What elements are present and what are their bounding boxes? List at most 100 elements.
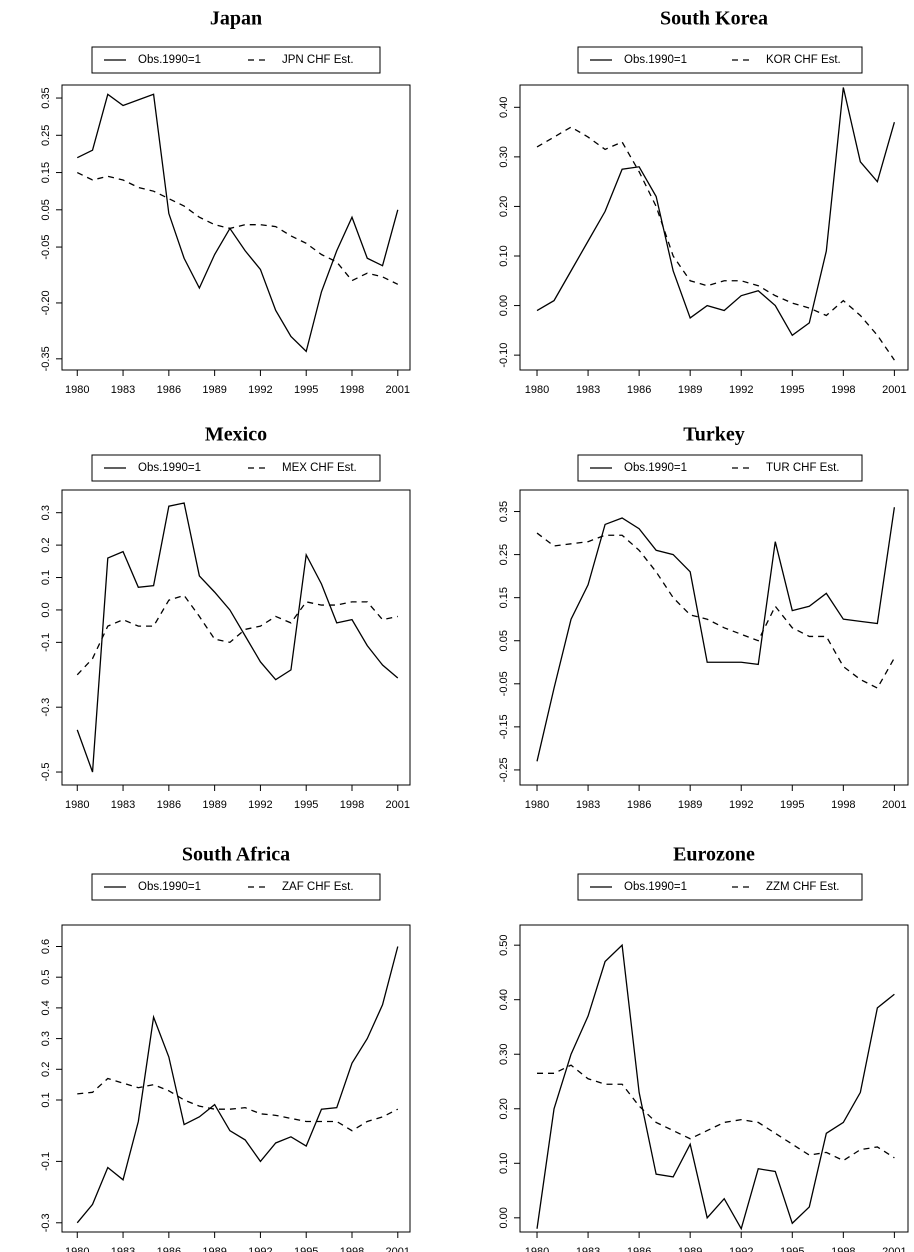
y-tick-label: 0.4 [40, 1000, 52, 1015]
y-tick-label: 0.3 [40, 505, 52, 520]
plot-frame [519, 924, 909, 1233]
y-tick-label: 0.40 [498, 97, 510, 118]
x-tick-label: 1998 [340, 799, 364, 811]
legend-label: Obs.1990=1 [138, 462, 201, 474]
x-tick-label: 1995 [294, 384, 318, 396]
y-tick-label: 0.15 [498, 587, 510, 608]
y-tick-label: -0.35 [40, 346, 52, 371]
x-tick-label: 1992 [729, 799, 753, 811]
y-tick-label: 0.35 [40, 87, 52, 108]
x-tick-label: 1992 [248, 384, 272, 396]
panel: Mexico Obs.1990=1 MEX CHF Est. -0.5 -0.3 -0.1… [40, 424, 411, 811]
x-tick-label: 1995 [780, 799, 804, 811]
y-tick-label: -0.10 [498, 343, 510, 368]
x-tick-label: 1986 [627, 1246, 651, 1252]
x-tick-label: 1992 [729, 1246, 753, 1252]
x-tick-label: 1986 [627, 384, 651, 396]
x-tick-label: 1983 [576, 799, 600, 811]
x-tick-label: 1998 [340, 384, 364, 396]
panel: Eurozone Obs.1990=1 ZZM CHF Est. 0.00 0.10 0.… [498, 844, 909, 1252]
x-tick-label: 1989 [678, 384, 702, 396]
x-tick-label: 1992 [248, 799, 272, 811]
y-tick-label: -0.1 [40, 633, 52, 652]
y-tick-label: 0.2 [40, 1062, 52, 1077]
x-tick-label: 1989 [202, 384, 226, 396]
y-tick-label: 0.40 [498, 989, 510, 1010]
x-tick-label: 1980 [525, 384, 549, 396]
y-tick-label: 0.25 [498, 544, 510, 565]
x-tick-label: 1998 [340, 1246, 364, 1252]
plot-frame [61, 489, 411, 786]
y-tick-label: -0.05 [498, 671, 510, 696]
legend-box [91, 873, 381, 901]
legend-box [91, 454, 381, 482]
x-tick-label: 1980 [65, 384, 89, 396]
x-tick-label: 1995 [294, 799, 318, 811]
y-tick-label: 0.6 [40, 939, 52, 954]
y-tick-label: 0.1 [40, 1092, 52, 1107]
legend-label: ZZM CHF Est. [766, 881, 839, 893]
y-tick-label: 0.25 [40, 125, 52, 146]
legend-label: Obs.1990=1 [624, 462, 687, 474]
x-tick-label: 1989 [678, 799, 702, 811]
x-tick-label: 1995 [294, 1246, 318, 1252]
y-tick-label: 0.05 [40, 199, 52, 220]
x-tick-label: 1980 [525, 799, 549, 811]
x-tick-label: 2001 [386, 384, 410, 396]
x-tick-label: 1995 [780, 1246, 804, 1252]
data-line [536, 532, 895, 689]
legend-box [577, 873, 863, 901]
panel-title: South Korea [660, 8, 768, 30]
y-tick-label: 0.3 [40, 1031, 52, 1046]
x-tick-label: 1989 [678, 1246, 702, 1252]
plot-frame [61, 924, 411, 1233]
data-line [76, 93, 399, 353]
x-tick-label: 2001 [386, 1246, 410, 1252]
x-tick-label: 1983 [111, 384, 135, 396]
y-tick-label: 0.30 [498, 146, 510, 167]
x-tick-label: 2001 [386, 799, 410, 811]
legend-label: Obs.1990=1 [624, 881, 687, 893]
legend-label: KOR CHF Est. [766, 54, 841, 66]
x-tick-label: 1983 [576, 384, 600, 396]
legend-label: TUR CHF Est. [766, 462, 839, 474]
panel: Turkey Obs.1990=1 TUR CHF Est. -0.25 -0.15 -0… [498, 424, 909, 811]
x-tick-label: 1986 [157, 1246, 181, 1252]
y-tick-label: 0.5 [40, 970, 52, 985]
plot-frame [519, 489, 909, 786]
data-line [536, 87, 896, 337]
y-tick-label: 0.20 [498, 1098, 510, 1119]
x-tick-label: 1998 [831, 1246, 855, 1252]
y-tick-label: -0.15 [498, 714, 510, 739]
plot-frame [61, 84, 411, 371]
x-tick-label: 1986 [157, 384, 181, 396]
y-tick-label: 0.15 [40, 162, 52, 183]
legend-label: Obs.1990=1 [138, 54, 201, 66]
x-tick-label: 1983 [111, 799, 135, 811]
x-tick-label: 1980 [525, 1246, 549, 1252]
x-tick-label: 2001 [882, 799, 906, 811]
y-tick-label: -0.25 [498, 757, 510, 782]
legend-label: MEX CHF Est. [282, 462, 357, 474]
x-tick-label: 1998 [831, 799, 855, 811]
y-tick-label: 0.30 [498, 1044, 510, 1065]
y-tick-label: -0.3 [40, 1213, 52, 1232]
y-tick-label: 0.10 [498, 1153, 510, 1174]
x-tick-label: 1989 [202, 1246, 226, 1252]
legend-box [91, 46, 381, 74]
data-line [76, 171, 399, 285]
data-line [537, 1064, 895, 1162]
x-tick-label: 1986 [157, 799, 181, 811]
x-tick-label: 1995 [780, 384, 804, 396]
legend-box [577, 46, 863, 74]
legend-label: Obs.1990=1 [624, 54, 687, 66]
x-tick-label: 1998 [831, 384, 855, 396]
x-tick-label: 1986 [627, 799, 651, 811]
y-tick-label: -0.20 [40, 290, 52, 315]
x-tick-label: 1992 [729, 384, 753, 396]
x-tick-label: 2001 [882, 1246, 906, 1252]
data-line [536, 507, 896, 762]
x-tick-label: 1992 [248, 1246, 272, 1252]
legend-label: JPN CHF Est. [282, 54, 354, 66]
